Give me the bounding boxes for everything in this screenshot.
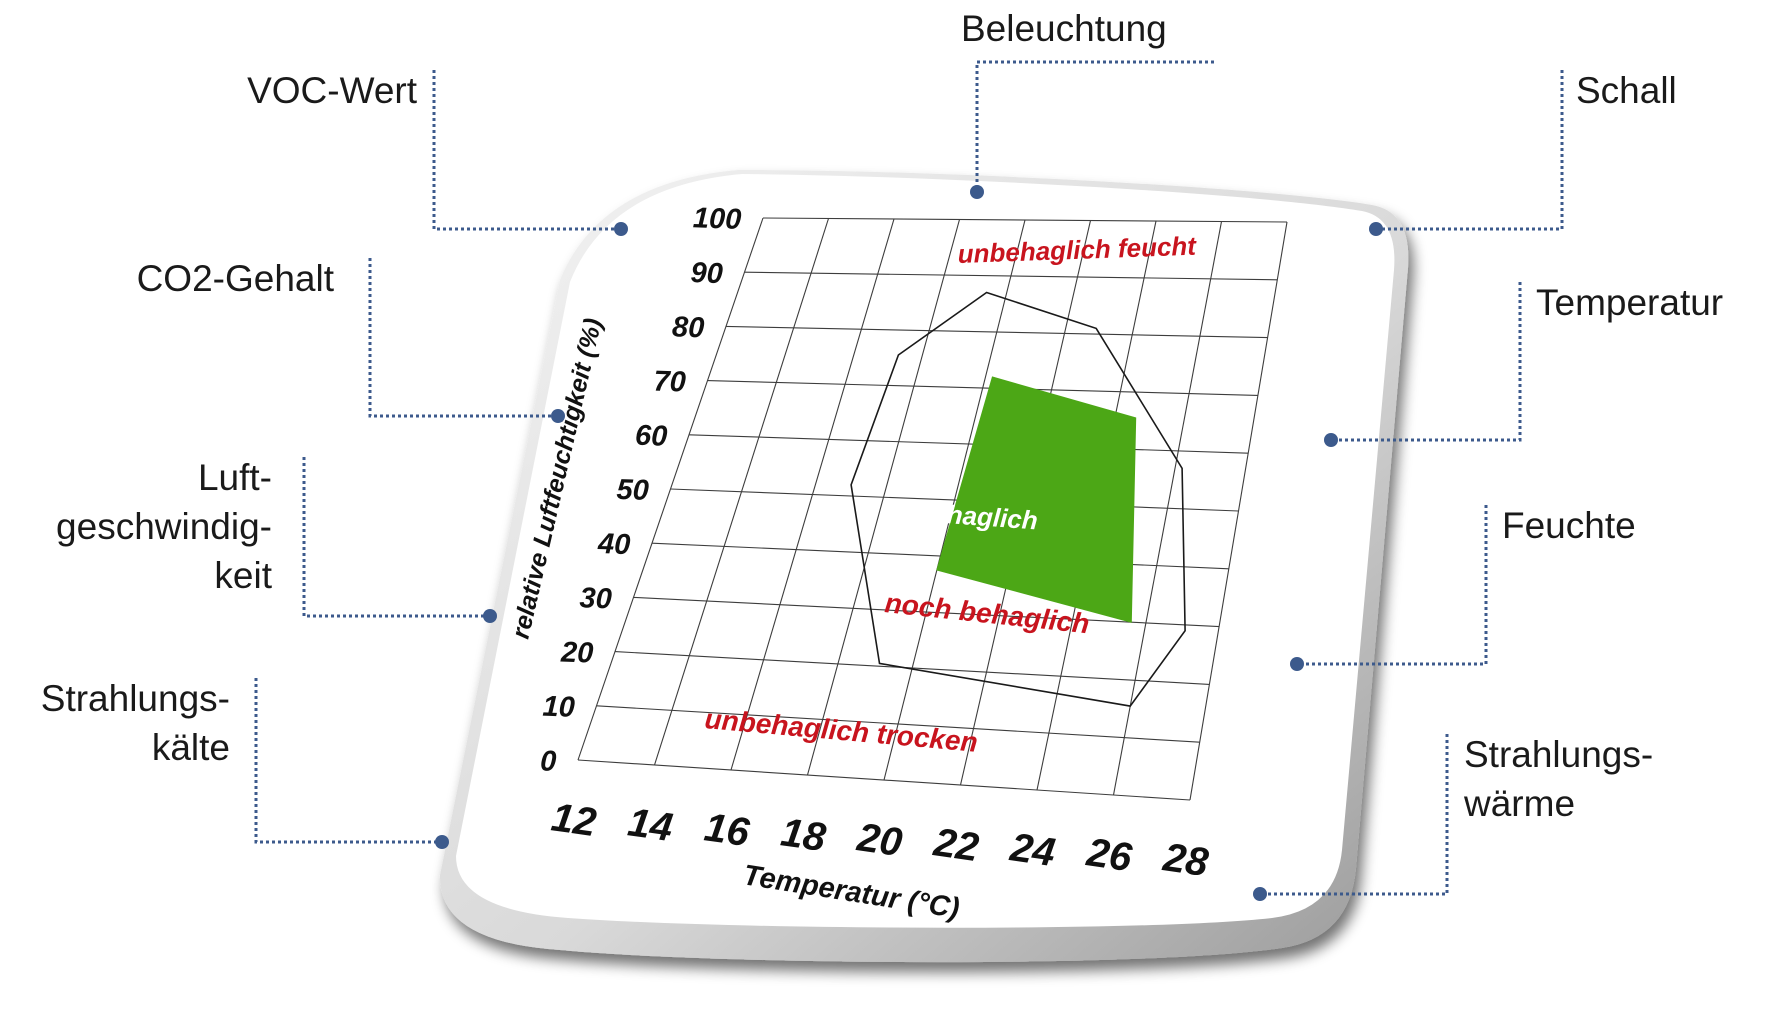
strahlungswaerme-connector — [1260, 734, 1449, 896]
grid-line-horizontal — [614, 651, 1210, 685]
x-tick-label: 18 — [778, 810, 829, 860]
x-tick-label: 24 — [1007, 825, 1058, 875]
temperatur-dot — [1324, 433, 1338, 447]
strahlungskaelte-dot — [435, 835, 449, 849]
grid-line-horizontal — [577, 759, 1191, 801]
schall-label: Schall — [1576, 70, 1677, 111]
luftgeschwindigkeit-dot — [483, 609, 497, 623]
y-tick-label: 80 — [672, 311, 705, 344]
x-tick-label: 20 — [854, 815, 905, 865]
grid-line-horizontal — [688, 434, 1249, 454]
y-tick-label: 10 — [542, 691, 575, 724]
grid-line-horizontal — [596, 705, 1200, 743]
grid-line-horizontal — [670, 488, 1239, 512]
voc-connector — [432, 70, 621, 231]
grid-line-horizontal — [707, 380, 1258, 396]
grid-line-horizontal — [633, 596, 1220, 628]
feuchte-dot — [1290, 657, 1304, 671]
beleuchtung-connector — [975, 60, 1214, 192]
grid-line-horizontal — [762, 217, 1288, 223]
region-behaglich — [936, 376, 1137, 623]
voc-dot — [614, 222, 628, 236]
y-tick-label: 90 — [690, 257, 723, 290]
strahlungskaelte-connector — [254, 678, 442, 844]
feuchte-connector — [1297, 505, 1488, 666]
temperatur-label: Temperatur — [1536, 282, 1724, 323]
strahlungskaelte-label: Strahlungs- kälte — [40, 678, 230, 768]
x-tick-label: 28 — [1160, 835, 1212, 885]
y-tick-label: 20 — [560, 636, 594, 669]
co2-label: CO2-Gehalt — [136, 258, 334, 299]
y-tick-label: 50 — [616, 474, 649, 507]
co2-connector — [368, 258, 558, 418]
schall-dot — [1369, 222, 1383, 236]
grid-line-horizontal — [744, 271, 1278, 281]
y-tick-label: 70 — [653, 365, 686, 398]
y-tick-label: 30 — [579, 582, 612, 615]
voc-label: VOC-Wert — [247, 70, 417, 111]
x-tick-label: 26 — [1083, 830, 1135, 880]
x-tick-label: 12 — [549, 795, 599, 845]
strahlungswaerme-label: Strahlungs- wärme — [1464, 734, 1654, 824]
y-tick-label: 40 — [597, 528, 631, 561]
luftgeschwindigkeit-label: Luft- geschwindig- keit — [56, 457, 272, 596]
y-tick-label: 0 — [540, 745, 557, 778]
region-noch-behaglich — [850, 291, 1186, 707]
beleuchtung-label: Beleuchtung — [961, 8, 1167, 49]
strahlungswaerme-dot — [1253, 887, 1267, 901]
co2-dot — [551, 409, 565, 423]
x-tick-label: 14 — [625, 800, 675, 850]
luftgeschwindigkeit-connector — [302, 457, 490, 618]
y-tick-label: 100 — [692, 202, 741, 236]
connector-lines — [254, 60, 1564, 901]
y-tick-label: 60 — [635, 420, 668, 453]
temperatur-connector — [1331, 282, 1522, 442]
x-tick-label: 16 — [702, 805, 753, 855]
schall-connector — [1376, 70, 1564, 231]
beleuchtung-dot — [970, 185, 984, 199]
feuchte-label: Feuchte — [1502, 505, 1636, 546]
x-tick-label: 22 — [930, 820, 981, 870]
grid-line-horizontal — [725, 325, 1268, 339]
